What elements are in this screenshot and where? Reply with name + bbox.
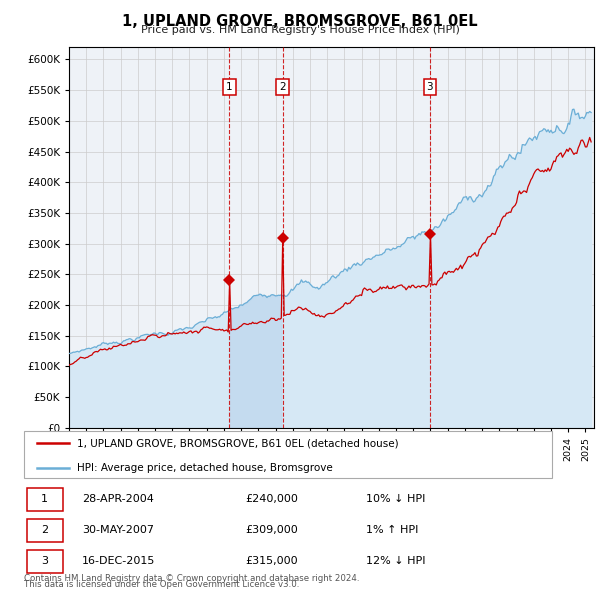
Text: Price paid vs. HM Land Registry's House Price Index (HPI): Price paid vs. HM Land Registry's House … [140, 25, 460, 35]
Text: Contains HM Land Registry data © Crown copyright and database right 2024.: Contains HM Land Registry data © Crown c… [24, 574, 359, 583]
Text: 3: 3 [41, 556, 48, 566]
Text: HPI: Average price, detached house, Bromsgrove: HPI: Average price, detached house, Brom… [77, 463, 332, 473]
Text: 3: 3 [427, 82, 433, 92]
Text: £315,000: £315,000 [245, 556, 298, 566]
Bar [27, 519, 62, 542]
Text: 2: 2 [41, 526, 48, 535]
Text: 1% ↑ HPI: 1% ↑ HPI [366, 526, 419, 535]
Text: 16-DEC-2015: 16-DEC-2015 [82, 556, 155, 566]
Bar [27, 488, 62, 511]
Text: 10% ↓ HPI: 10% ↓ HPI [366, 494, 425, 504]
Text: £309,000: £309,000 [245, 526, 298, 535]
Text: 30-MAY-2007: 30-MAY-2007 [82, 526, 154, 535]
Text: 1, UPLAND GROVE, BROMSGROVE, B61 0EL (detached house): 1, UPLAND GROVE, BROMSGROVE, B61 0EL (de… [77, 438, 398, 448]
Bar [27, 550, 62, 573]
Text: 2: 2 [280, 82, 286, 92]
Text: This data is licensed under the Open Government Licence v3.0.: This data is licensed under the Open Gov… [24, 581, 299, 589]
Text: 12% ↓ HPI: 12% ↓ HPI [366, 556, 426, 566]
Text: 1: 1 [41, 494, 48, 504]
Text: 1, UPLAND GROVE, BROMSGROVE, B61 0EL: 1, UPLAND GROVE, BROMSGROVE, B61 0EL [122, 14, 478, 29]
Text: 28-APR-2004: 28-APR-2004 [82, 494, 154, 504]
Text: 1: 1 [226, 82, 233, 92]
Text: £240,000: £240,000 [245, 494, 298, 504]
